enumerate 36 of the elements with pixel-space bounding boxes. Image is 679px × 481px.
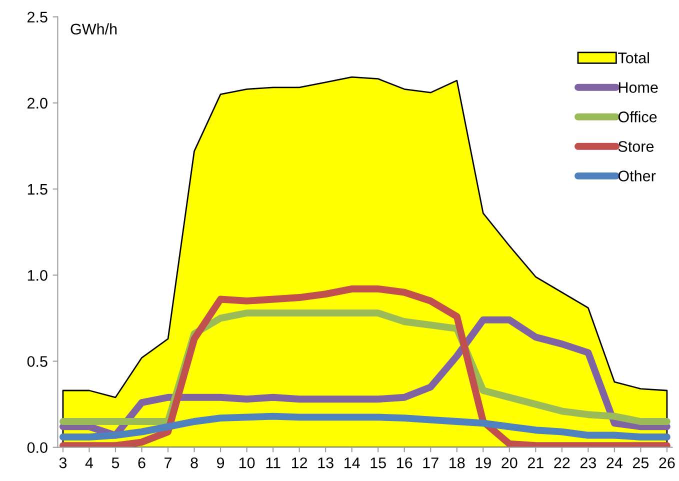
x-tick-label: 14 [344,458,360,468]
x-tick-label: 9 [217,457,224,468]
x-tick-label: 25 [632,457,649,468]
x-tick-label: 11 [266,458,280,468]
legend-label: Home [618,82,658,93]
x-tick-label: 24 [606,457,622,468]
y-tick-label: 0.5 [27,356,48,367]
y-tick-label: 2.0 [28,98,48,109]
y-tick-label: 0.0 [27,442,48,454]
y-tick-label: 2.5 [28,12,48,23]
y-tick-label: 1.5 [28,184,48,195]
x-tick-label: 12 [292,457,308,468]
x-tick-label: 22 [554,457,570,468]
x-tick-label: 3 [59,457,67,468]
x-tick-label: 7 [164,458,172,468]
x-tick-label: 17 [423,458,438,468]
x-tick-label: 10 [239,457,255,468]
x-tick-label: 4 [85,458,94,468]
x-tick-label: 8 [190,457,198,468]
y-tick-label: 1.0 [28,270,48,281]
x-tick-label: 23 [580,457,596,468]
x-tick-label: 15 [370,458,386,468]
x-tick-label: 19 [476,457,491,468]
x-tick-label: 18 [450,457,465,468]
legend-label: Other [618,170,656,182]
x-tick-label: 20 [502,457,518,468]
x-tick-label: 6 [138,457,146,468]
x-tick-label: 16 [397,457,412,468]
x-tick-label: 13 [318,457,334,468]
x-tick-label: 26 [659,457,675,468]
legend-label: Office [618,111,657,122]
y-axis-title: GWh/h [70,23,117,35]
x-tick-label: 5 [112,458,120,468]
legend-label: Total [618,52,649,64]
x-tick-label: 21 [528,457,544,468]
legend-label: Store [618,141,654,152]
